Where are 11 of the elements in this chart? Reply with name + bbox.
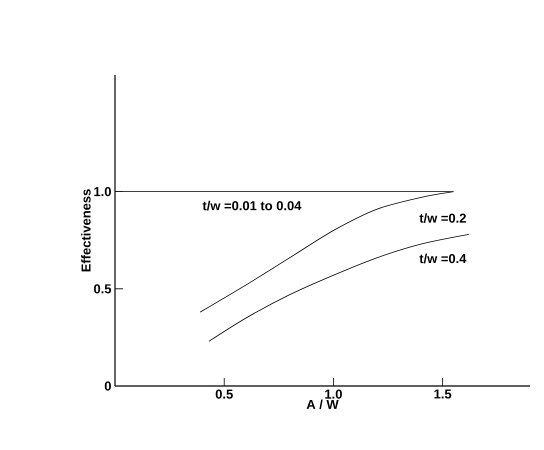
x-tick-label: 1.5 [434, 390, 452, 399]
y-tick-label: 1.0 [94, 187, 111, 196]
x-tick-label: 0.5 [216, 390, 233, 399]
annotation: t/w =0.2 [419, 213, 466, 223]
x-axis-title: A / W [306, 400, 339, 410]
y-axis-title: Effectiveness [81, 189, 91, 272]
y-tick-label: 0 [104, 381, 111, 391]
y-tick-label: 0.5 [94, 284, 112, 294]
annotation: t/w =0.01 to 0.04 [202, 200, 302, 210]
x-tick-label: 1.0 [325, 390, 342, 399]
annotation: t/w =0.4 [419, 254, 466, 264]
